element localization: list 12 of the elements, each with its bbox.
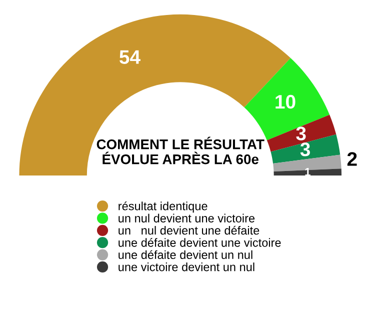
data-label: 2 xyxy=(347,152,357,166)
text: COMMENT LE RÉSULTAT ÉVOLUE APRÈS LA 60e xyxy=(96,136,264,164)
legend-label: une défaite devient une victoire xyxy=(118,238,281,247)
data-label: 54 xyxy=(120,50,140,64)
legend-label: une victoire devient un nul xyxy=(118,262,254,272)
legend-label: un nul devient une défaite xyxy=(118,226,260,235)
legend-label: une défaite devient un nul xyxy=(118,250,252,260)
legend-label: un nul devient une victoire xyxy=(118,214,255,222)
data-label: 3 xyxy=(296,126,306,140)
data-label: 10 xyxy=(276,94,296,109)
legend-label: résultat identique xyxy=(118,201,208,213)
data-label: 3 xyxy=(300,142,310,156)
